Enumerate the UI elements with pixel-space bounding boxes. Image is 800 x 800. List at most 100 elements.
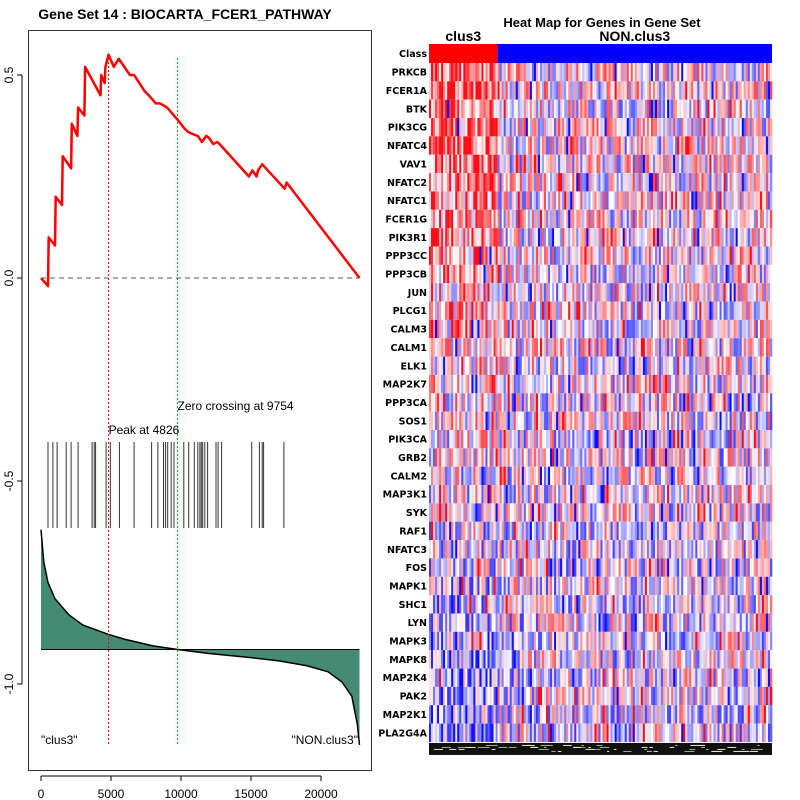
heatmap-cell [588,485,591,504]
heatmap-cell [753,448,757,467]
heatmap-cell [461,63,464,82]
heatmap-cell [636,356,640,375]
heatmap-cell [580,136,583,155]
heatmap-cell [705,485,708,504]
heatmap-cell [477,209,480,229]
heatmap-cell [586,246,589,265]
heatmap-cell [727,521,730,541]
heatmap-cell [729,430,732,449]
heatmap-cell [533,448,537,467]
heatmap-cell [622,521,626,541]
heatmap-cell [531,301,535,320]
heatmap-cell [554,393,557,412]
heatmap-cell [761,63,765,82]
heatmap-cell [539,209,543,229]
heatmap-cell [656,503,660,522]
heatmap-cell [699,154,702,174]
heatmap-cell [457,99,460,119]
heatmap-cell [471,540,474,559]
heatmap-cell [574,319,577,339]
heatmap-cell [638,576,642,596]
heatmap-cell [683,118,686,137]
heatmap-cell [701,246,704,265]
heatmap-cell [769,63,773,82]
heatmap-cell [705,301,708,320]
heatmap-cell [709,540,712,559]
heatmap-cell [632,209,636,229]
heatmap-cell [457,63,460,82]
heatmap-cell [435,301,438,320]
heatmap-cell [541,576,545,596]
heatmap-cell [443,521,446,541]
heatmap-cell [701,448,704,467]
heatmap-cell [729,283,732,302]
heatmap-cell [650,411,654,430]
class-label-left: "clus3" [41,733,78,747]
heatmap-cell [689,118,692,137]
heatmap-cell [743,283,747,302]
heatmap-cell [695,521,698,541]
heatmap-cell [622,301,626,320]
heatmap-cell [459,246,462,265]
heatmap-cell [673,173,676,192]
heatmap-cell [765,301,769,320]
heatmap-cell [586,503,589,522]
heatmap-cell [693,448,696,467]
heatmap-cell [455,430,458,449]
heatmap-cell [673,393,676,412]
heatmap-cell [473,521,476,541]
heatmap-cell [523,576,527,596]
heatmap-cell [487,283,490,302]
heatmap-cell [431,283,434,302]
heatmap-cell [529,63,533,82]
heatmap-cell [531,63,535,82]
heatmap-cell [554,430,557,449]
heatmap-cell [721,338,724,357]
heatmap-cell [721,63,724,82]
heatmap-cell [509,81,513,100]
heatmap-cell [757,209,761,229]
heatmap-cell [521,173,525,192]
heatmap-cell [574,521,577,541]
heatmap-cell [574,356,577,375]
heatmap-cell [644,246,648,265]
heatmap-cell [523,136,527,155]
heatmap-cell [564,503,567,522]
heatmap-cell [515,264,519,284]
heatmap-cell [576,228,579,247]
heatmap-cell [499,118,502,137]
heatmap-cell [705,63,708,82]
heatmap-cell [489,338,492,357]
heatmap-cell [711,466,714,486]
heatmap-cell [705,338,708,357]
heatmap-cell [546,558,549,577]
heatmap-cell [449,503,452,522]
heatmap-cell [737,301,741,320]
heatmap-cell [564,393,567,412]
heatmap-cell [489,154,492,174]
heatmap-cell [687,283,690,302]
heatmap-cell [689,448,692,467]
heatmap-cell [705,154,708,174]
heatmap-cell [759,301,763,320]
heatmap-cell [479,264,482,284]
heatmap-cell [562,209,565,229]
heatmap-cell [699,393,702,412]
heatmap-cell [544,63,547,82]
heatmap-cell [473,576,476,596]
heatmap-cell [675,411,678,430]
heatmap-cell [441,393,444,412]
heatmap-cell [731,485,734,504]
heatmap-cell [745,99,749,119]
heatmap-cell [463,99,466,119]
heatmap-cell [640,63,644,82]
heatmap-cell [523,154,527,174]
heatmap-cell [721,154,724,174]
heatmap-cell [453,356,456,375]
heatmap-cell [467,540,470,559]
heatmap-cell [501,319,504,339]
heatmap-cell [767,81,771,100]
heatmap-cell [677,228,680,247]
heatmap-cell [608,63,611,82]
heatmap-cell [527,118,531,137]
